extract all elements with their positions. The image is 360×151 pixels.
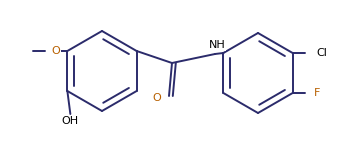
Text: O: O xyxy=(153,93,161,103)
Text: F: F xyxy=(314,88,320,98)
Text: O: O xyxy=(51,46,60,56)
Text: NH: NH xyxy=(209,40,225,50)
Text: OH: OH xyxy=(62,116,79,126)
Text: Cl: Cl xyxy=(317,48,328,58)
